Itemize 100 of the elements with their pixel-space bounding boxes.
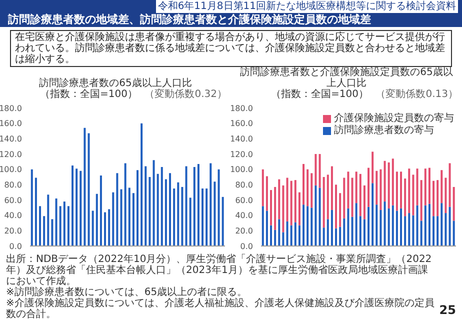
bar [314,185,317,246]
bar [351,178,354,217]
chart-subtitle: （指数：全国=100） [271,89,368,101]
bar [177,182,180,246]
bar [197,164,200,246]
bar [326,174,329,220]
bar [30,169,33,246]
bar [286,221,288,246]
bar [412,174,414,216]
bar [444,213,447,246]
bar [372,183,374,246]
text: （変動係数0.13） [376,89,458,101]
bar [72,166,74,246]
bar [294,222,296,246]
bar [408,213,410,246]
bar [380,210,382,246]
bar [347,172,350,208]
bar [330,166,333,210]
text: （変動係数0.32） [144,89,227,101]
bar [432,216,435,246]
bar [262,169,264,206]
bar [262,206,264,246]
bar [330,210,333,246]
bar [322,177,325,228]
bar [343,178,346,218]
bar [343,218,346,246]
bar [128,188,130,246]
bar [306,206,309,246]
bar [120,189,122,246]
bar [359,174,362,216]
y-tick-label: 20.0 [235,226,253,236]
bar [96,194,98,246]
bar [322,228,325,246]
bar [432,180,435,216]
bar [420,180,422,221]
bar [310,173,313,208]
legend-label: 介護保険施設定員数の寄与 [334,113,454,124]
bar [51,219,54,246]
bar [318,188,321,246]
bar [359,216,362,246]
text: 出所：NDBデータ（2022年10月分）、厚生労働省「介護サービス施設・事業所調査」（2022年）及び総務省「住民基本台帳人口」（2023年1月）を基に厚生労働省医政局地域医療計画課において作成。 [6,254,433,287]
bar [404,216,406,246]
bar [266,210,268,246]
bar [278,219,280,246]
bar [302,204,305,246]
bar [314,154,317,186]
bar [39,206,42,246]
text: 訪問診療患者数の地域差、訪問診療患者数と介護保険施設定員数の地域差 [8,13,371,26]
bar [452,186,455,221]
bar [335,184,338,228]
bar [206,188,208,246]
bar [286,178,288,222]
bar [396,172,398,211]
bar [355,172,358,204]
bar [396,210,398,246]
bar [270,190,272,226]
text: 在宅医療と介護保険施設は患者像が重複する場合があり、地域の資源に応じてサービス提供が行われている。訪問診療患者数に係る地域差については、介護保険施設定員数と合わせると地域差は縮小する。 [10,30,452,67]
bar [428,168,430,204]
bar [189,198,192,246]
bar [306,169,309,206]
y-tick-label: 60.0 [4,196,22,205]
bar [302,164,305,205]
bar [376,170,378,205]
bar [408,168,410,214]
bar [156,174,159,246]
bar [266,176,268,211]
y-tick-label: 180.0 [230,104,253,113]
bar [140,123,143,246]
bar [335,228,338,246]
chart-title: 訪問診療患者数と介護保険施設定員数の65歳以上人口比 [239,67,454,89]
bar [404,178,406,216]
y-tick-label: 100.0 [230,165,253,174]
bar [384,160,386,202]
bar [347,208,350,246]
bar [112,192,114,246]
bar [34,178,37,246]
text: ※訪問診療患者数については、65歳以上の者に限る。 [6,287,248,298]
bar [274,230,276,246]
bar [100,175,102,246]
bar [448,206,451,246]
bar [92,210,94,246]
y-tick-label: 20.0 [4,226,22,236]
bar [428,204,430,246]
bar [124,163,126,246]
bar [218,169,220,246]
y-tick-label: 40.0 [4,211,22,220]
y-tick-label: 0.0 [240,242,253,251]
bar [310,208,313,246]
bar [416,168,418,206]
bar [290,180,292,226]
bar [193,167,196,246]
bar [202,188,204,246]
bar [326,219,329,246]
bar [76,168,78,246]
bar [274,186,276,230]
y-tick-label: 100.0 [0,165,22,174]
bar [444,178,447,214]
bar [420,220,422,246]
y-tick-label: 140.0 [230,134,253,144]
bar [448,163,451,207]
